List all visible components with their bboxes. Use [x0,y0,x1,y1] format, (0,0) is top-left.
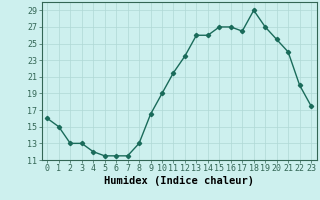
X-axis label: Humidex (Indice chaleur): Humidex (Indice chaleur) [104,176,254,186]
